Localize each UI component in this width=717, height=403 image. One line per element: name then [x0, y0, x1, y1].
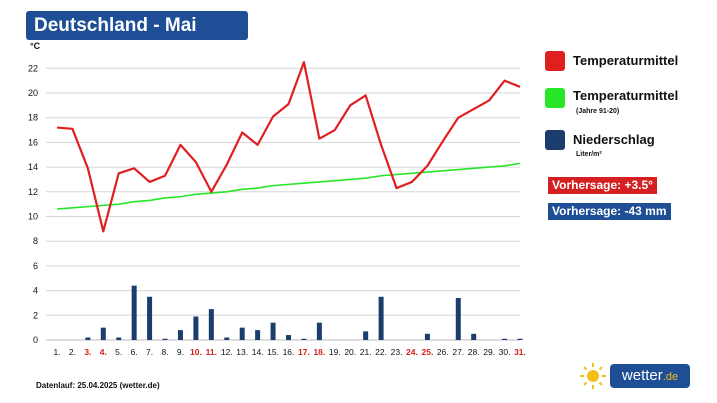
x-tick-label: 3. — [84, 347, 91, 357]
precip-bar — [424, 333, 430, 340]
y-tick-label: 12 — [28, 187, 38, 197]
legend-swatch-red — [545, 51, 565, 71]
legend-sub-precip: Liter/m² — [576, 151, 602, 158]
x-tick-label: 28. — [468, 347, 480, 357]
precip-bar — [455, 298, 461, 340]
precip-bar — [177, 330, 183, 340]
y-tick-label: 10 — [28, 212, 38, 222]
x-tick-label: 8. — [161, 347, 168, 357]
series-line-temp-mean — [56, 61, 521, 233]
precip-bar — [162, 338, 168, 340]
data-run-note: Datenlauf: 25.04.2025 (wetter.de) — [36, 381, 160, 390]
x-tick-label: 31. — [514, 347, 526, 357]
y-unit-label: °C — [30, 41, 41, 51]
x-tick-label: 21. — [360, 347, 372, 357]
y-tick-label: 4 — [33, 286, 38, 296]
x-tick-label: 22. — [375, 347, 387, 357]
brand-wordmark: wetter.de — [610, 364, 690, 388]
forecast-temp-badge: Vorhersage: +3.5° — [548, 177, 657, 194]
precip-bar — [100, 327, 106, 340]
x-tick-label: 29. — [483, 347, 495, 357]
y-tick-label: 8 — [33, 236, 38, 246]
precip-bar — [255, 330, 261, 340]
x-tick-label: 10. — [190, 347, 202, 357]
precip-bar — [147, 296, 153, 340]
x-tick-label: 25. — [421, 347, 433, 357]
x-tick-label: 2. — [69, 347, 76, 357]
precip-bar — [193, 316, 199, 340]
legend-label-precip: Niederschlag — [573, 132, 655, 147]
precip-bar — [286, 335, 291, 340]
precip-bar — [239, 327, 245, 340]
x-tick-label: 12. — [221, 347, 233, 357]
x-tick-label: 19. — [329, 347, 341, 357]
sun-icon — [580, 363, 606, 389]
precip-bar — [270, 322, 276, 340]
x-tick-label: 30. — [499, 347, 511, 357]
y-tick-label: 14 — [28, 162, 38, 172]
precip-bar — [224, 337, 230, 340]
x-tick-label: 14. — [252, 347, 264, 357]
x-tick-label: 7. — [146, 347, 153, 357]
precip-bar — [363, 331, 369, 340]
precip-bar — [208, 309, 214, 340]
precip-bar — [316, 322, 322, 340]
precip-bar — [502, 338, 508, 340]
brand-name: wetter — [621, 367, 663, 384]
y-tick-label: 22 — [28, 63, 38, 73]
legend-sub-temp-clim: (Jahre 91-20) — [576, 108, 620, 115]
x-tick-label: 1. — [53, 347, 60, 357]
x-tick-label: 18. — [313, 347, 325, 357]
legend-swatch-navy — [545, 130, 565, 150]
x-tick-label: 24. — [406, 347, 418, 357]
x-tick-label: 16. — [283, 347, 295, 357]
y-tick-label: 0 — [33, 335, 38, 345]
series-line-temp-clim — [56, 162, 521, 210]
precip-bar — [131, 285, 137, 340]
x-tick-label: 20. — [344, 347, 356, 357]
precip-bar — [85, 337, 91, 340]
x-tick-label: 27. — [452, 347, 464, 357]
x-tick-label: 17. — [298, 347, 310, 357]
legend-label-temp-clim: Temperaturmittel — [573, 88, 679, 103]
y-tick-label: 18 — [28, 113, 38, 123]
x-tick-label: 15. — [267, 347, 279, 357]
x-tick-label: 13. — [236, 347, 248, 357]
precip-bar — [116, 337, 122, 340]
forecast-precip-badge: Vorhersage: -43 mm — [548, 203, 671, 220]
brand-tld: .de — [662, 371, 679, 383]
x-tick-label: 11. — [206, 347, 217, 357]
precip-bar — [517, 338, 523, 340]
x-tick-label: 5. — [115, 347, 122, 357]
y-tick-label: 20 — [28, 88, 38, 98]
precip-bar — [301, 338, 307, 340]
x-tick-label: 6. — [131, 347, 138, 357]
y-tick-label: 2 — [33, 310, 38, 320]
x-tick-label: 9. — [177, 347, 184, 357]
x-tick-label: 26. — [437, 347, 449, 357]
precip-bar — [378, 296, 384, 340]
x-tick-label: 4. — [100, 347, 107, 357]
y-tick-label: 16 — [28, 137, 38, 147]
chart-title: Deutschland - Mai — [26, 11, 248, 40]
legend-swatch-green — [545, 88, 565, 108]
precip-bar — [471, 333, 477, 340]
y-tick-label: 6 — [33, 261, 38, 271]
legend-label-temp-mean: Temperaturmittel — [573, 53, 679, 68]
x-tick-label: 23. — [391, 347, 403, 357]
brand-logo: wetter.de — [578, 362, 690, 390]
